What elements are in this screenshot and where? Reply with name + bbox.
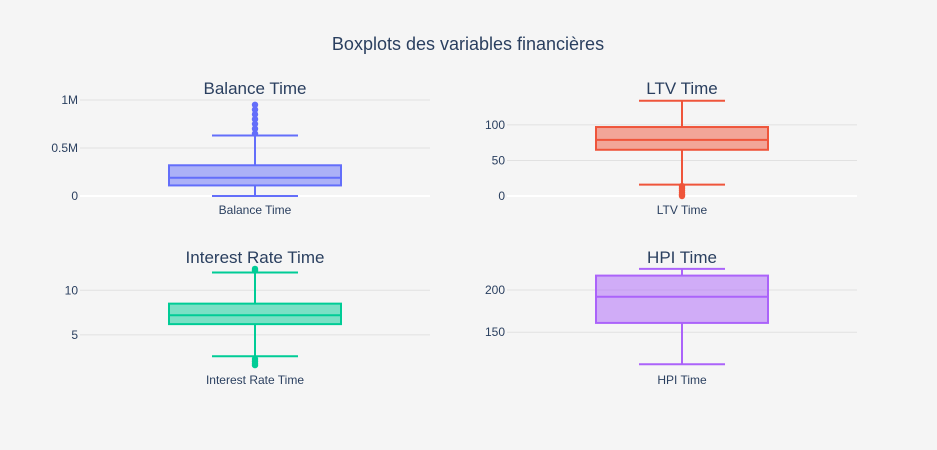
subplot-3: Interest Rate Time 5 10 Interest Rate Time — [65, 248, 430, 387]
iqr-box — [168, 302, 342, 326]
subplot-1: Balance Time 0 0.5M 1M Balance Time — [51, 79, 430, 217]
subplot-title: Interest Rate Time — [186, 248, 325, 267]
y-tick-label: 0 — [498, 189, 505, 203]
outlier-point — [251, 106, 259, 113]
outlier-point — [251, 125, 259, 132]
subplot-4: HPI Time 150 200 HPI Time — [485, 248, 857, 387]
subplot-title: HPI Time — [647, 248, 717, 267]
outlier-point — [251, 116, 259, 123]
subplot-2: LTV Time 0 50 100 LTV Time — [485, 79, 857, 217]
subplot-title: LTV Time — [646, 79, 717, 98]
iqr-box — [595, 126, 769, 151]
outlier-point — [251, 130, 259, 137]
x-category-label: Balance Time — [219, 203, 292, 217]
y-tick-label: 0.5M — [51, 141, 78, 155]
outlier-point — [251, 120, 259, 128]
iqr-box — [168, 164, 342, 187]
x-category-label: HPI Time — [657, 373, 707, 387]
outlier-point — [678, 192, 686, 200]
y-tick-label: 150 — [485, 325, 505, 339]
iqr-box — [595, 274, 769, 324]
y-tick-label: 100 — [485, 118, 505, 132]
y-tick-label: 50 — [492, 153, 506, 167]
outlier-point — [251, 361, 259, 369]
y-tick-label: 10 — [65, 283, 79, 297]
outlier-point — [251, 111, 259, 118]
y-tick-label: 5 — [71, 328, 78, 342]
y-tick-label: 0 — [71, 189, 78, 203]
y-tick-label: 1M — [61, 93, 78, 107]
figure-title: Boxplots des variables financières — [332, 34, 604, 54]
outlier-point — [251, 265, 259, 273]
subplot-title: Balance Time — [204, 79, 307, 98]
x-category-label: LTV Time — [657, 203, 708, 217]
outlier-point — [251, 101, 259, 109]
x-category-label: Interest Rate Time — [206, 373, 304, 387]
y-tick-label: 200 — [485, 283, 505, 297]
